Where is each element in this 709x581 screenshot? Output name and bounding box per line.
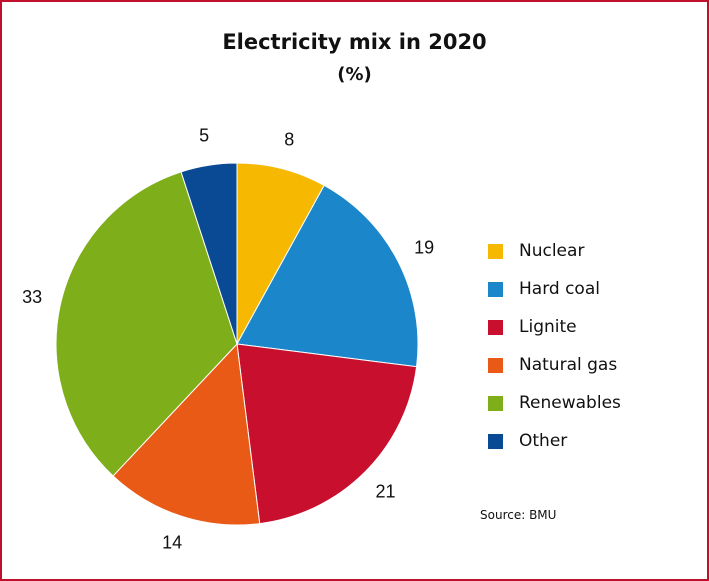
legend-label-natural-gas: Natural gas: [519, 355, 618, 375]
legend-swatch-renewables: [488, 395, 503, 411]
value-label-nuclear: 8: [284, 129, 294, 149]
value-label-hard-coal: 19: [414, 237, 434, 257]
pie-slices: [55, 162, 419, 526]
source-note: Source: BMU: [480, 508, 557, 522]
legend-item-nuclear: Nuclear: [488, 232, 621, 270]
chart-title: Electricity mix in 2020: [222, 30, 487, 54]
legend-item-lignite: Lignite: [488, 308, 621, 346]
legend-swatch-hard-coal: [488, 281, 503, 297]
legend-label-other: Other: [519, 431, 568, 451]
legend-swatch-lignite: [488, 319, 503, 335]
pie-slice-natural-gas: [112, 342, 261, 526]
legend-label-renewables: Renewables: [519, 393, 621, 413]
legend-swatch-natural-gas: [488, 357, 503, 373]
value-label-renewables: 33: [22, 287, 42, 307]
legend-label-hard-coal: Hard coal: [519, 279, 600, 299]
legend-item-hard-coal: Hard coal: [488, 270, 621, 308]
legend-item-renewables: Renewables: [488, 384, 621, 422]
value-label-natural-gas: 14: [162, 532, 182, 552]
value-label-other: 5: [199, 125, 209, 145]
pie-slice-lignite: [236, 343, 418, 525]
legend-label-nuclear: Nuclear: [519, 241, 585, 261]
legend-swatch-nuclear: [488, 243, 503, 259]
pie-slice-renewables: [55, 171, 238, 477]
chart-subtitle: (%): [337, 64, 372, 85]
legend: Nuclear Hard coal Lignite Natural gas Renewa…: [488, 232, 621, 460]
legend-swatch-other: [488, 433, 503, 449]
pie-value-labels: 8 19 21 14 33 5: [22, 125, 434, 552]
value-label-lignite: 21: [375, 481, 395, 501]
legend-item-natural-gas: Natural gas: [488, 346, 621, 384]
pie-slice-other: [180, 162, 238, 345]
pie-slice-nuclear: [236, 162, 325, 345]
pie-slice-hard-coal: [236, 184, 419, 368]
legend-label-lignite: Lignite: [519, 317, 577, 337]
legend-item-other: Other: [488, 422, 621, 460]
